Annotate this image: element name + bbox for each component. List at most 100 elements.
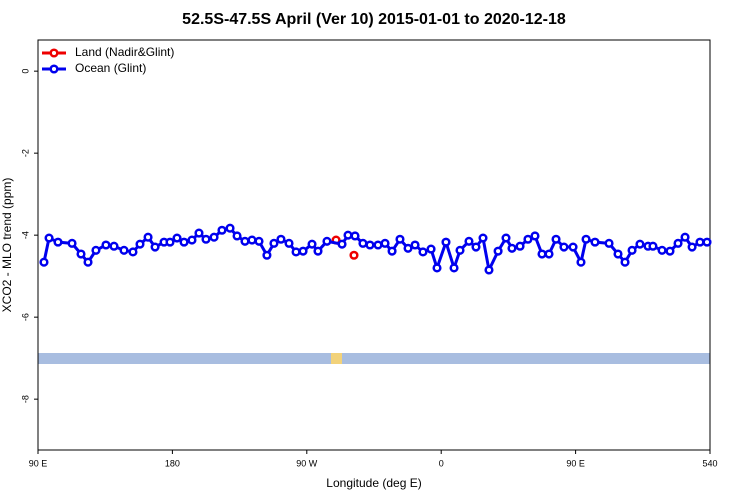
data-point <box>337 239 347 249</box>
data-point <box>349 250 359 260</box>
y-tick-label: -6 <box>20 313 30 321</box>
data-point <box>410 240 420 250</box>
data-point <box>322 236 332 246</box>
data-point <box>365 240 375 250</box>
data-point <box>455 245 465 255</box>
y-tick-label: -4 <box>20 231 30 239</box>
chart-title: 52.5S-47.5S April (Ver 10) 2015-01-01 to… <box>182 11 566 28</box>
data-point <box>194 228 204 238</box>
x-tick-label: 540 <box>702 458 717 468</box>
y-tick-label: -2 <box>20 149 30 157</box>
data-point <box>403 243 413 253</box>
data-point <box>91 245 101 255</box>
data-point <box>576 257 586 267</box>
data-point <box>128 247 138 257</box>
data-point <box>67 238 77 248</box>
data-point <box>426 244 436 254</box>
data-point <box>343 230 353 240</box>
data-point <box>441 237 451 247</box>
data-point <box>613 249 623 259</box>
data-point <box>109 241 119 251</box>
data-point <box>44 233 54 243</box>
data-point <box>530 231 540 241</box>
x-tick-label: 90 W <box>296 458 318 468</box>
data-point <box>307 239 317 249</box>
data-point <box>515 241 525 251</box>
data-point <box>76 249 86 259</box>
data-point <box>284 238 294 248</box>
data-point <box>449 263 459 273</box>
data-point <box>358 238 368 248</box>
legend-label: Ocean (Glint) <box>75 61 146 75</box>
data-point <box>395 234 405 244</box>
data-point <box>201 234 211 244</box>
data-point <box>143 232 153 242</box>
data-point <box>254 236 264 246</box>
x-tick-label: 90 E <box>566 458 585 468</box>
data-point <box>232 231 242 241</box>
data-point <box>350 231 360 241</box>
data-point <box>165 237 175 247</box>
data-point <box>101 240 111 250</box>
data-point <box>478 233 488 243</box>
data-point <box>493 246 503 256</box>
data-point <box>665 246 675 256</box>
data-point <box>620 257 630 267</box>
data-point <box>695 237 705 247</box>
data-point <box>119 245 129 255</box>
data-point <box>225 223 235 233</box>
data-point <box>276 234 286 244</box>
data-point <box>523 234 533 244</box>
data-point <box>39 257 49 267</box>
data-point <box>507 243 517 253</box>
y-tick-label: 0 <box>20 69 30 74</box>
data-point <box>680 232 690 242</box>
data-point <box>604 238 614 248</box>
data-point <box>135 239 145 249</box>
data-point <box>464 236 474 246</box>
data-point <box>387 246 397 256</box>
data-point <box>217 225 227 235</box>
data-point <box>471 242 481 252</box>
data-point <box>590 237 600 247</box>
data-point <box>544 249 554 259</box>
y-tick-label: -8 <box>20 395 30 403</box>
x-tick-label: 0 <box>439 458 444 468</box>
legend-marker <box>49 48 59 58</box>
data-point <box>432 263 442 273</box>
land-patch <box>331 353 342 364</box>
data-point <box>551 234 561 244</box>
data-point <box>380 238 390 248</box>
data-point <box>581 234 591 244</box>
data-point <box>209 232 219 242</box>
data-point <box>83 257 93 267</box>
data-point <box>568 242 578 252</box>
data-point <box>687 242 697 252</box>
data-point <box>291 247 301 257</box>
legend-label: Land (Nadir&Glint) <box>75 45 174 59</box>
data-point <box>150 242 160 252</box>
data-point <box>635 239 645 249</box>
data-point <box>418 247 428 257</box>
x-axis-label: Longitude (deg E) <box>326 476 421 490</box>
data-point <box>501 233 511 243</box>
data-point <box>313 246 323 256</box>
data-point <box>673 238 683 248</box>
data-point <box>262 250 272 260</box>
data-point <box>373 240 383 250</box>
data-point <box>537 249 547 259</box>
data-point <box>298 246 308 256</box>
data-point <box>559 242 569 252</box>
data-point <box>484 265 494 275</box>
data-point <box>179 237 189 247</box>
data-point <box>187 235 197 245</box>
data-point <box>269 238 279 248</box>
data-point <box>172 233 182 243</box>
data-point <box>627 245 637 255</box>
data-point <box>702 237 712 247</box>
data-point <box>657 245 667 255</box>
legend-marker <box>49 64 59 74</box>
x-tick-label: 90 E <box>29 458 48 468</box>
series-line <box>42 226 708 275</box>
